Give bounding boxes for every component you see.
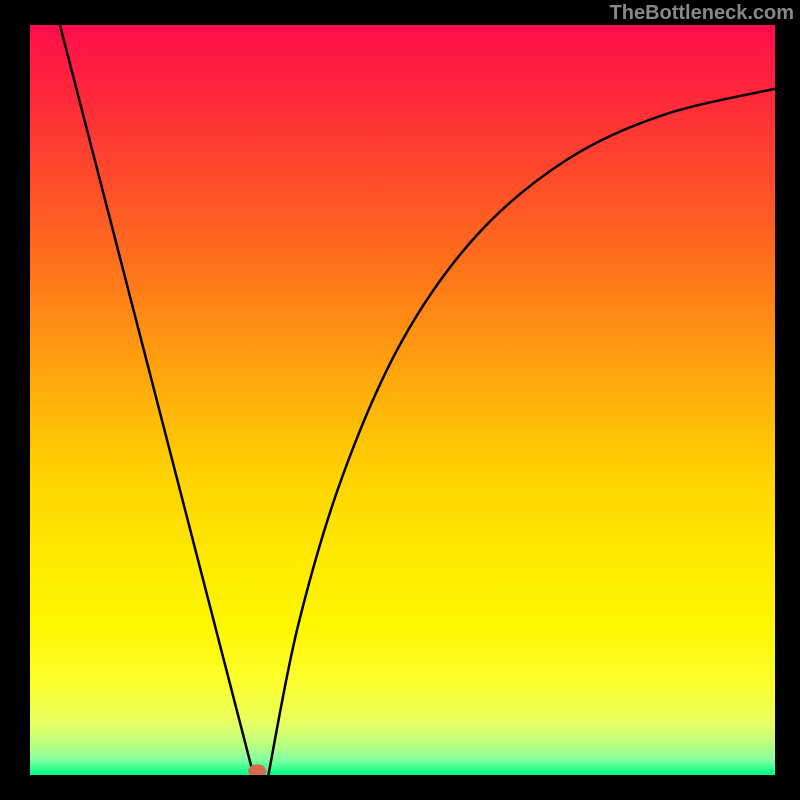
bottleneck-chart — [30, 25, 775, 775]
chart-background — [30, 25, 775, 775]
watermark-text: TheBottleneck.com — [610, 2, 794, 25]
